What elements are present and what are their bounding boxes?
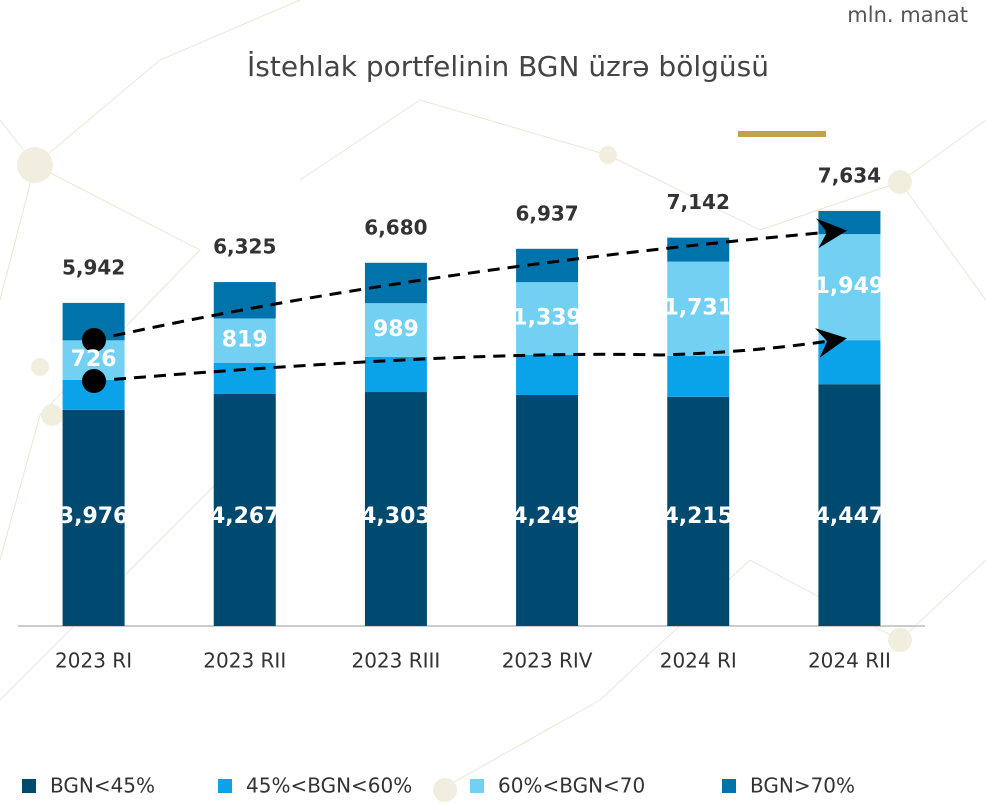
- bar-segment: [667, 355, 730, 397]
- trend-start: [82, 369, 106, 393]
- bar-segment: [516, 394, 579, 626]
- accent-line: [738, 131, 826, 137]
- bar-segment: [818, 234, 881, 341]
- legend-swatch: [22, 779, 36, 793]
- segment-label: 1,949: [815, 274, 885, 299]
- total-label: 6,325: [213, 235, 276, 259]
- segment-label: 4,303: [361, 504, 431, 529]
- total-label: 5,942: [62, 255, 125, 279]
- bar-segment: [364, 303, 427, 357]
- x-tick-label: 2023 RIII: [351, 649, 440, 673]
- bar-segment: [818, 210, 881, 235]
- bar-segment: [213, 282, 276, 319]
- bar-segment: [364, 392, 427, 626]
- legend-label: 45%<BGN<60%: [246, 774, 412, 798]
- segment-label: 3,976: [59, 504, 129, 529]
- x-tick-label: 2024 RII: [808, 649, 891, 673]
- bar-segment: [667, 396, 730, 626]
- x-tick-label: 2023 RII: [203, 649, 286, 673]
- bar-segment: [213, 362, 276, 394]
- unit-label: mln. manat: [847, 3, 968, 27]
- x-tick-label: 2023 RI: [55, 649, 132, 673]
- total-label: 6,937: [515, 201, 578, 225]
- segment-label: 1,339: [512, 306, 582, 331]
- trend-start: [82, 328, 106, 352]
- chart-title: İstehlak portfelinin BGN üzrə bölgüsü: [247, 50, 769, 83]
- total-label: 7,634: [818, 163, 881, 187]
- x-tick-label: 2023 RIV: [502, 649, 593, 673]
- bar-segment: [667, 261, 730, 356]
- bar-segment: [213, 318, 276, 363]
- legend-label: BGN<45%: [50, 774, 155, 798]
- total-label: 6,680: [364, 215, 427, 239]
- segment-label: 4,447: [815, 504, 885, 529]
- bar-segment: [213, 393, 276, 626]
- bar-segment: [516, 248, 579, 283]
- bar-segment: [516, 354, 579, 395]
- legend-label: BGN>70%: [750, 774, 855, 798]
- segment-label: 4,249: [512, 504, 582, 529]
- segment-label: 4,215: [663, 504, 733, 529]
- total-label: 7,142: [667, 190, 730, 214]
- bar-segment: [818, 340, 881, 385]
- segment-label: 4,267: [210, 504, 280, 529]
- segment-label: 989: [373, 317, 419, 342]
- segment-label: 726: [71, 347, 117, 372]
- legend-label: 60%<BGN<70: [498, 774, 645, 798]
- bar-segment: [667, 237, 730, 262]
- bar-segment: [818, 384, 881, 626]
- bar-segment: [516, 282, 579, 355]
- bar-segment: [62, 409, 125, 626]
- x-tick-label: 2024 RI: [660, 649, 737, 673]
- legend-swatch: [218, 779, 232, 793]
- segment-label: 819: [222, 328, 268, 353]
- legend-swatch: [470, 779, 484, 793]
- legend-swatch: [722, 779, 736, 793]
- segment-label: 1,731: [663, 296, 733, 321]
